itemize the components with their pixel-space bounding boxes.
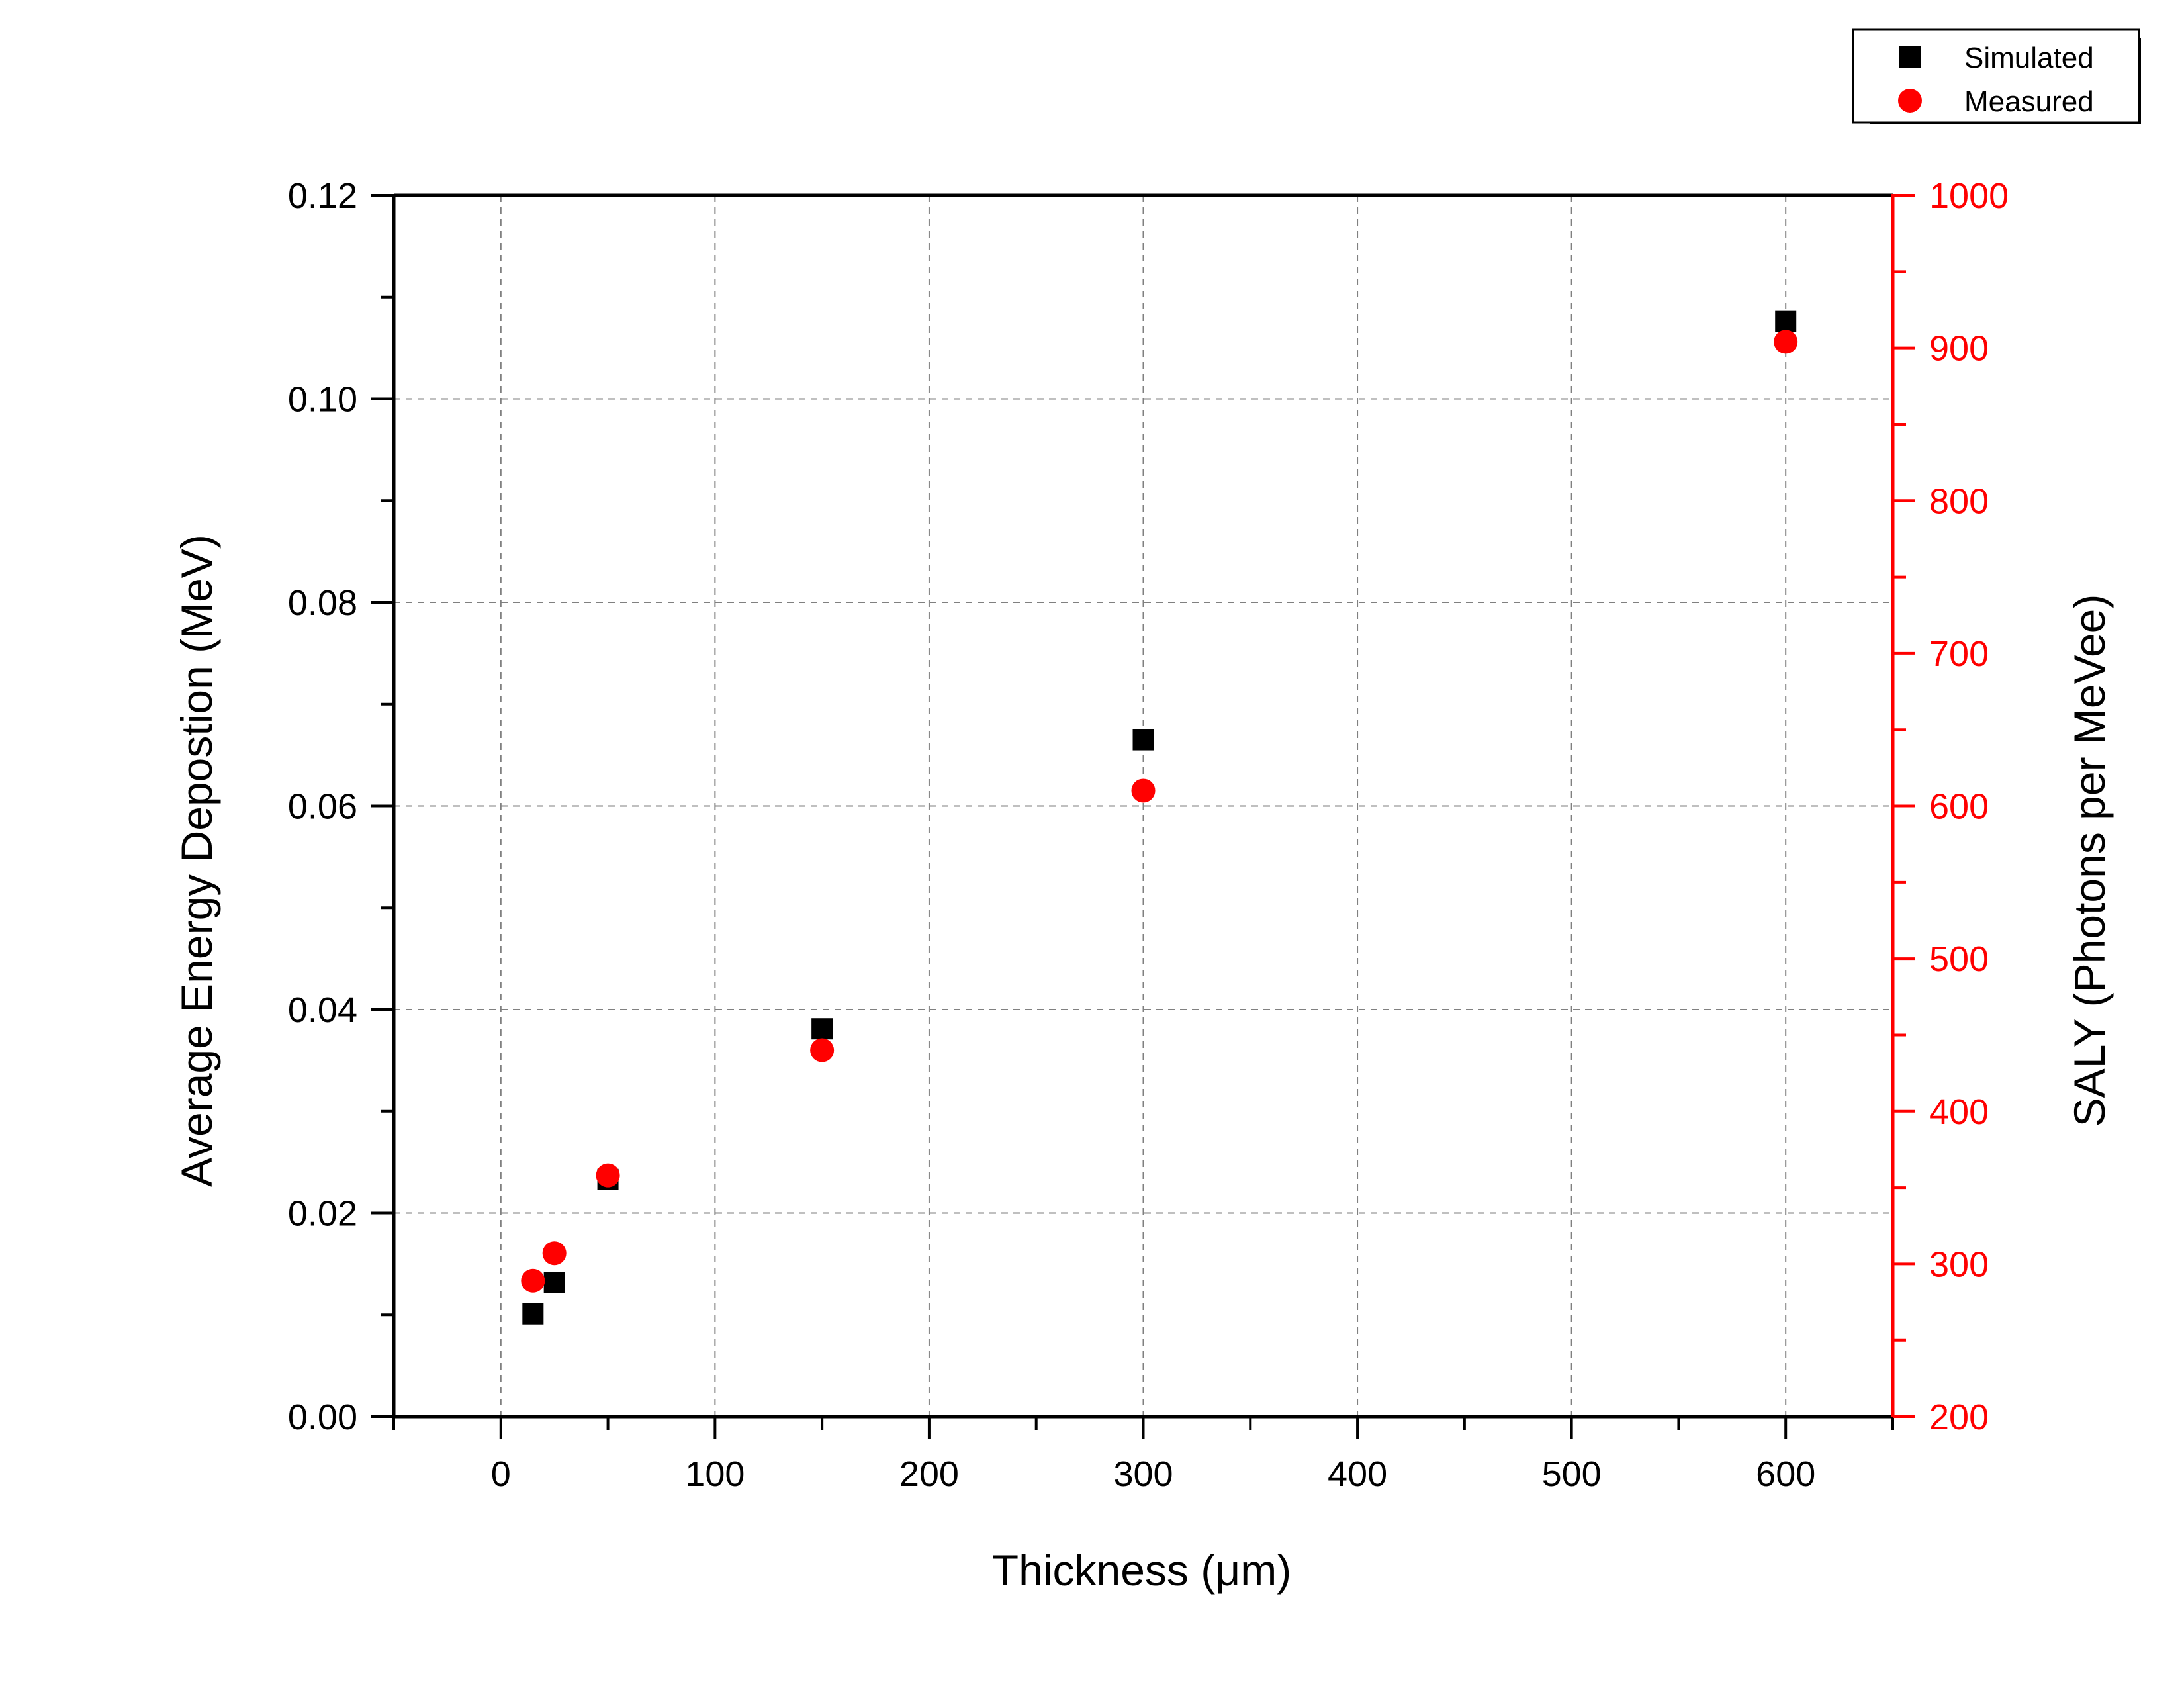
ticks: 0 100 200 300 400 500 600 0.00 0.02 0.04 0.06 0.08 0… (288, 176, 2009, 1494)
simulated-point (1132, 729, 1154, 751)
y-left-tick-label: 0.06 (288, 787, 357, 827)
y-left-tick-label: 0.10 (288, 380, 357, 420)
y-left-tick-label: 0.00 (288, 1397, 357, 1437)
x-tick-label: 0 (491, 1454, 511, 1494)
grid-lines (394, 195, 1893, 1417)
legend: Simulated Measured (1852, 28, 2141, 124)
y-left-tick-label: 0.08 (288, 583, 357, 623)
y-left-tick-label: 0.02 (288, 1194, 357, 1234)
x-tick-label: 200 (899, 1454, 959, 1494)
x-tick-label: 400 (1328, 1454, 1387, 1494)
y-left-tick-label: 0.12 (288, 176, 357, 216)
data-points (521, 310, 1798, 1325)
x-tick-label: 500 (1542, 1454, 1602, 1494)
legend-simulated-label: Simulated (1964, 42, 2094, 74)
y-left-tick-label: 0.04 (288, 990, 357, 1030)
y-axis-right-title: SALY (Photons per MeVee) (2065, 594, 2114, 1127)
x-axis-title: Thickness (μm) (992, 1546, 1291, 1595)
legend-measured-label: Measured (1964, 85, 2094, 118)
y-axis-left-title: Average Energy Depostion (MeV) (172, 534, 221, 1187)
y-right-tick-label: 500 (1929, 939, 1989, 979)
measured-point (1131, 778, 1156, 803)
simulated-point (543, 1272, 565, 1293)
measured-point (521, 1268, 545, 1293)
y-right-tick-label: 200 (1929, 1397, 1989, 1437)
legend-simulated-marker (1899, 46, 1921, 68)
y-right-tick-label: 400 (1929, 1092, 1989, 1132)
x-tick-label: 600 (1756, 1454, 1815, 1494)
y-right-tick-label: 300 (1929, 1244, 1989, 1284)
simulated-point (811, 1018, 833, 1040)
x-tick-label: 300 (1113, 1454, 1173, 1494)
simulated-point (522, 1303, 544, 1325)
y-right-tick-label: 800 (1929, 481, 1989, 521)
legend-measured-marker (1898, 89, 1922, 113)
measured-point (1774, 330, 1798, 354)
y-right-tick-label: 1000 (1929, 176, 2009, 216)
y-right-tick-label: 600 (1929, 787, 1989, 827)
y-right-tick-label: 700 (1929, 634, 1989, 674)
measured-point (542, 1241, 567, 1266)
measured-point (596, 1163, 620, 1188)
x-tick-label: 100 (685, 1454, 745, 1494)
y-right-tick-label: 900 (1929, 329, 1989, 369)
simulated-point (1775, 310, 1797, 332)
measured-point (810, 1038, 835, 1062)
